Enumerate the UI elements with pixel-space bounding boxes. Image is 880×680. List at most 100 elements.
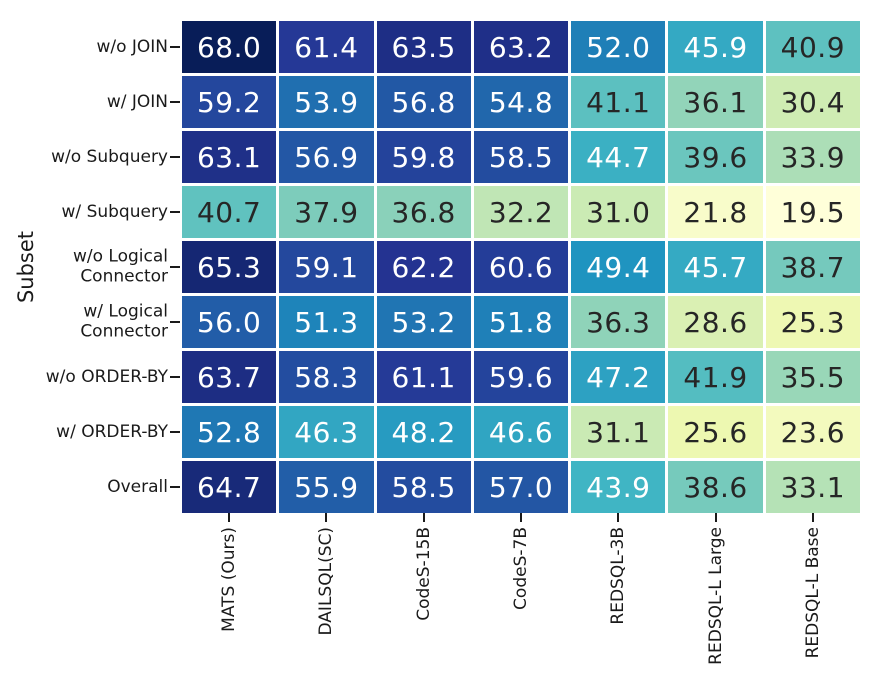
y-tick-label: w/ JOIN bbox=[106, 91, 168, 112]
x-tick-label: REDSQL-3B bbox=[607, 527, 629, 625]
heatmap-cell: 25.6 bbox=[668, 406, 763, 458]
x-tick-mark bbox=[228, 513, 231, 522]
x-tick-label-text: DAILSQL(SC) bbox=[316, 527, 337, 636]
x-tick-label-text: CodeS-7B bbox=[511, 527, 531, 610]
x-tick-label-text: CodeS-15B bbox=[413, 527, 434, 621]
y-tick-mark bbox=[170, 46, 180, 48]
heatmap-cell: 53.9 bbox=[279, 76, 374, 128]
heatmap-cell: 31.0 bbox=[571, 186, 666, 238]
heatmap-cell: 37.9 bbox=[279, 186, 374, 238]
heatmap-cell: 51.8 bbox=[473, 296, 569, 348]
heatmap-cell: 62.2 bbox=[376, 241, 471, 293]
heatmap-cell: 25.3 bbox=[765, 296, 860, 348]
heatmap-cell: 59.1 bbox=[279, 241, 374, 293]
heatmap-cell: 46.6 bbox=[473, 406, 569, 458]
heatmap-cell: 52.8 bbox=[182, 406, 277, 458]
heatmap-cell: 59.8 bbox=[376, 131, 471, 183]
x-tick-label: DAILSQL(SC) bbox=[315, 527, 337, 635]
x-tick-label: REDSQL-L Base bbox=[802, 527, 824, 658]
heatmap-cell: 41.1 bbox=[571, 76, 666, 128]
x-tick-mark bbox=[422, 513, 425, 522]
x-tick-mark bbox=[520, 513, 522, 522]
x-tick-label-text: REDSQL-L Base bbox=[802, 527, 823, 659]
heatmap-cell: 51.3 bbox=[279, 296, 374, 348]
heatmap-cell: 61.1 bbox=[376, 351, 471, 403]
heatmap-cell: 40.7 bbox=[182, 186, 277, 238]
heatmap-cell: 56.8 bbox=[376, 76, 471, 128]
heatmap-cell: 49.4 bbox=[571, 241, 666, 293]
x-tick-label-text: MATS (Ours) bbox=[219, 527, 240, 632]
heatmap-cell: 38.7 bbox=[765, 241, 860, 293]
heatmap-cell: 64.7 bbox=[182, 461, 277, 513]
heatmap-cell: 60.6 bbox=[473, 241, 569, 293]
heatmap-cell: 58.3 bbox=[279, 351, 374, 403]
x-tick-label-text: REDSQL-L Large bbox=[705, 527, 726, 665]
heatmap-cell: 54.8 bbox=[473, 76, 569, 128]
heatmap-cell: 46.3 bbox=[279, 406, 374, 458]
heatmap-cell: 47.2 bbox=[571, 351, 666, 403]
heatmap-cell: 56.9 bbox=[279, 131, 374, 183]
heatmap-cell: 63.5 bbox=[376, 21, 471, 73]
x-tick-label: CodeS-7B bbox=[510, 527, 532, 610]
x-tick-label-text: REDSQL-3B bbox=[608, 527, 629, 625]
heatmap-cell: 19.5 bbox=[765, 186, 860, 238]
heatmap-cell: 61.4 bbox=[279, 21, 374, 73]
heatmap-cell: 55.9 bbox=[279, 461, 374, 513]
heatmap-cell: 58.5 bbox=[473, 131, 569, 183]
y-tick-mark bbox=[170, 431, 180, 433]
y-tick-mark bbox=[170, 321, 180, 323]
heatmap-cell: 36.1 bbox=[668, 76, 763, 128]
heatmap-cell: 53.2 bbox=[376, 296, 471, 348]
heatmap-cell: 33.9 bbox=[765, 131, 860, 183]
y-tick-mark bbox=[170, 211, 180, 213]
x-tick-label: REDSQL-L Large bbox=[705, 527, 727, 665]
y-tick-label: w/o ORDER-BY bbox=[45, 366, 168, 387]
heatmap-cell: 28.6 bbox=[668, 296, 763, 348]
y-tick-label: Overall bbox=[107, 476, 168, 497]
heatmap-cell: 68.0 bbox=[182, 21, 277, 73]
heatmap-cell: 63.1 bbox=[182, 131, 277, 183]
heatmap-cell: 44.7 bbox=[571, 131, 666, 183]
heatmap-cell: 59.6 bbox=[473, 351, 569, 403]
heatmap-cell: 63.2 bbox=[473, 21, 569, 73]
heatmap-cell: 59.2 bbox=[182, 76, 277, 128]
y-tick-label: w/ Logical Connector bbox=[80, 301, 168, 342]
x-tick-label: CodeS-15B bbox=[413, 527, 435, 621]
heatmap-cell: 36.8 bbox=[376, 186, 471, 238]
heatmap-cell: 36.3 bbox=[571, 296, 666, 348]
heatmap-cell: 45.7 bbox=[668, 241, 763, 293]
heatmap-cell: 58.5 bbox=[376, 461, 471, 513]
heatmap-grid: 68.0 61.4 63.5 63.2 52.0 45.9 40.9 59.2 53.9 56.8… bbox=[182, 21, 860, 513]
y-tick-mark bbox=[170, 156, 180, 158]
y-tick-label: w/o Subquery bbox=[51, 146, 168, 167]
heatmap-cell: 31.1 bbox=[571, 406, 666, 458]
heatmap-cell: 35.5 bbox=[765, 351, 860, 403]
heatmap-cell: 33.1 bbox=[765, 461, 860, 513]
heatmap-cell: 41.9 bbox=[668, 351, 763, 403]
x-tick-mark bbox=[325, 513, 328, 522]
x-tick-mark bbox=[811, 513, 814, 522]
heatmap-cell: 21.8 bbox=[668, 186, 763, 238]
y-tick-label: w/o Logical Connector bbox=[72, 246, 168, 287]
x-tick-mark bbox=[714, 513, 717, 522]
x-tick-label: MATS (Ours) bbox=[218, 527, 240, 632]
heatmap-cell: 57.0 bbox=[473, 461, 569, 513]
heatmap-cell: 32.2 bbox=[473, 186, 569, 238]
heatmap-cell: 43.9 bbox=[571, 461, 666, 513]
heatmap-cell: 23.6 bbox=[765, 406, 860, 458]
heatmap-cell: 52.0 bbox=[571, 21, 666, 73]
heatmap-cell: 30.4 bbox=[765, 76, 860, 128]
heatmap-cell: 39.6 bbox=[668, 131, 763, 183]
y-tick-mark bbox=[170, 266, 180, 268]
y-tick-label: w/ Subquery bbox=[61, 201, 168, 222]
y-tick-label: w/ ORDER-BY bbox=[56, 421, 168, 442]
heatmap-cell: 56.0 bbox=[182, 296, 277, 348]
y-tick-mark bbox=[170, 376, 180, 378]
heatmap-cell: 38.6 bbox=[668, 461, 763, 513]
y-tick-mark bbox=[170, 486, 180, 488]
heatmap-cell: 40.9 bbox=[765, 21, 860, 73]
y-tick-mark bbox=[170, 101, 180, 103]
y-tick-label: w/o JOIN bbox=[96, 36, 168, 57]
heatmap-cell: 45.9 bbox=[668, 21, 763, 73]
